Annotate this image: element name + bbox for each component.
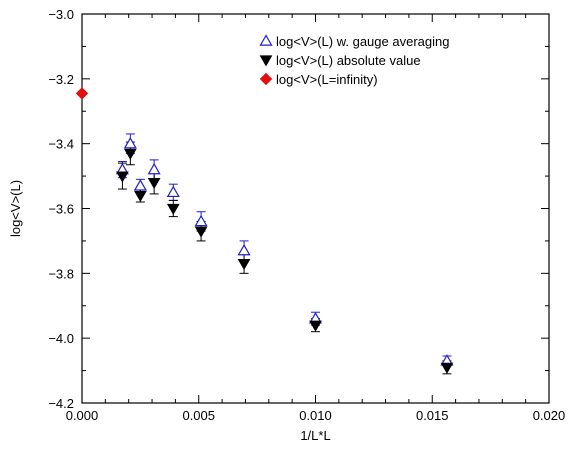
y-tick-label: −3.2 <box>48 72 74 87</box>
data-markers <box>75 87 454 374</box>
data-point-series-0 <box>237 243 251 256</box>
legend-marker <box>259 34 273 46</box>
data-point-series-1 <box>440 362 454 374</box>
data-point-series-1 <box>147 177 161 190</box>
x-axis-label: 1/L*L <box>300 428 330 443</box>
x-tick-label: 0.005 <box>182 408 215 423</box>
y-tick-label: −4.0 <box>48 331 74 346</box>
data-point-series-1 <box>309 320 322 332</box>
legend: log<V>(L) w. gauge averaging log<V>(L) ab… <box>259 34 449 87</box>
error-bars <box>117 133 452 375</box>
legend-entry-label: log<V>(L=infinity) <box>276 72 378 87</box>
y-axis-label: log<V>(L) <box>8 180 23 237</box>
y-tick-label: −3.8 <box>48 266 74 281</box>
tick-labels: 0.000 0.005 0.010 0.015 0.020 −4.2 −4.0 −3.8 −3.… <box>48 7 565 423</box>
legend-marker <box>259 55 273 67</box>
data-point-series-0 <box>133 179 147 191</box>
x-tick-label: 0.015 <box>416 408 449 423</box>
data-point-series-0 <box>194 214 208 227</box>
legend-entry-label: log<V>(L) absolute value <box>276 53 421 68</box>
data-point-series-1 <box>123 148 137 160</box>
y-tick-label: −4.2 <box>48 396 74 411</box>
axis-ticks <box>81 13 550 404</box>
data-point-series-0 <box>147 162 161 175</box>
data-point-series-2 <box>75 87 89 100</box>
data-point-series-1 <box>237 258 251 271</box>
data-point-series-1 <box>116 171 129 183</box>
y-tick-label: −3.0 <box>48 7 74 22</box>
data-point-series-1 <box>134 190 147 203</box>
data-point-series-0 <box>166 185 180 198</box>
x-tick-label: 0.010 <box>299 408 332 423</box>
data-point-series-1 <box>194 226 208 238</box>
data-point-series-0 <box>123 136 137 149</box>
legend-marker <box>259 72 273 86</box>
x-tick-label: 0.000 <box>66 408 99 423</box>
data-point-series-1 <box>166 203 180 216</box>
y-tick-label: −3.4 <box>48 137 74 152</box>
y-tick-label: −3.6 <box>48 202 74 217</box>
legend-entry-label: log<V>(L) w. gauge averaging <box>276 34 449 49</box>
x-tick-label: 0.020 <box>533 408 566 423</box>
